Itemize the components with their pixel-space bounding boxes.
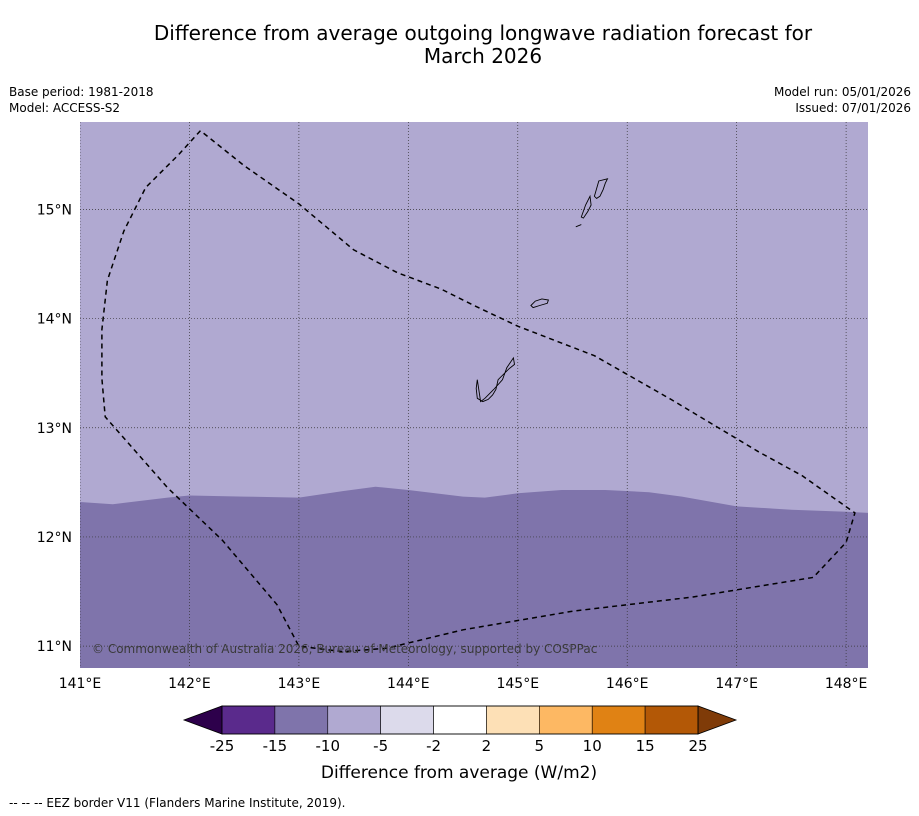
colorbar-tick-label: -25 — [210, 737, 235, 755]
anomaly-region-south — [80, 486, 868, 668]
lon-tick-label: 145°E — [496, 676, 539, 692]
island-aguijan — [575, 224, 582, 228]
colorbar-tick-label: -10 — [316, 737, 341, 755]
colorbar-swatch — [274, 705, 329, 735]
colorbar-swatch — [433, 705, 487, 735]
colorbar-swatch — [486, 705, 540, 735]
eez-border-line — [101, 130, 856, 653]
lon-tick-label: 146°E — [606, 676, 649, 692]
island-guam — [475, 356, 515, 403]
axis-ticks: 141°E 142°E 143°E 144°E 145°E 146°E 147°E 148°E… — [37, 202, 868, 692]
colorbar-extend-low — [182, 705, 223, 735]
lon-tick-label: 143°E — [278, 676, 321, 692]
colorbar-tick-label: -5 — [373, 737, 388, 755]
coastlines — [475, 178, 609, 403]
colorbar-label: Difference from average (W/m2) — [321, 763, 597, 783]
island-rota — [530, 298, 549, 309]
colorbar-tick-label: -2 — [426, 737, 441, 755]
colorbar-swatch — [591, 705, 646, 735]
title-line-2: March 2026 — [423, 44, 543, 68]
copyright-text: © Commonwealth of Australia 2026, Bureau… — [92, 642, 597, 656]
lon-tick-label: 147°E — [715, 676, 758, 692]
colorbar-tick-label: 2 — [482, 737, 492, 755]
model-run: Model run: 05/01/2026 — [773, 85, 911, 99]
lat-tick-label: 15°N — [37, 202, 72, 218]
model-name: Model: ACCESS-S2 — [9, 101, 121, 115]
colorbar-tick-label: 15 — [636, 737, 655, 755]
lon-tick-label: 144°E — [387, 676, 430, 692]
colorbar-swatch — [327, 705, 381, 735]
page-title: Difference from average outgoing longwav… — [60, 22, 906, 68]
lat-tick-label: 13°N — [37, 421, 72, 437]
lon-tick-label: 148°E — [825, 676, 868, 692]
colorbar-tick-label: 5 — [535, 737, 545, 755]
map-plot-area: © Commonwealth of Australia 2026, Bureau… — [80, 122, 868, 668]
lat-tick-label: 14°N — [37, 312, 72, 328]
colorbar-swatch — [644, 705, 699, 735]
map-figure: © Commonwealth of Australia 2026, Bureau… — [37, 122, 868, 783]
island-saipan — [593, 178, 609, 199]
colorbar-swatch — [221, 705, 276, 735]
lon-tick-label: 142°E — [168, 676, 211, 692]
meta-left: Base period: 1981-2018 Model: ACCESS-S2 — [9, 84, 154, 116]
issued-date: Issued: 07/01/2026 — [795, 101, 911, 115]
colorbar-frame — [221, 705, 699, 735]
eez-footnote: -- -- -- EEZ border V11 (Flanders Marine… — [9, 796, 346, 810]
title-line-1: Difference from average outgoing longwav… — [153, 21, 813, 45]
meta-right: Model run: 05/01/2026 Issued: 07/01/2026 — [774, 84, 911, 116]
colorbar-tick-label: 25 — [688, 737, 707, 755]
graticule — [80, 122, 868, 668]
colorbar-tick-label: 10 — [583, 737, 602, 755]
island-tinian — [580, 194, 592, 219]
lat-tick-label: 12°N — [37, 530, 72, 546]
colorbar-swatch — [539, 705, 593, 735]
base-period: Base period: 1981-2018 — [9, 85, 154, 99]
colorbar-extend-high — [697, 705, 738, 735]
colorbar-tick-label: -15 — [263, 737, 288, 755]
lon-tick-label: 141°E — [59, 676, 102, 692]
lat-tick-label: 11°N — [37, 639, 72, 655]
colorbar: -25 -15 -10 -5 -2 2 5 10 15 25 — [182, 705, 738, 755]
colorbar-swatch — [380, 705, 434, 735]
